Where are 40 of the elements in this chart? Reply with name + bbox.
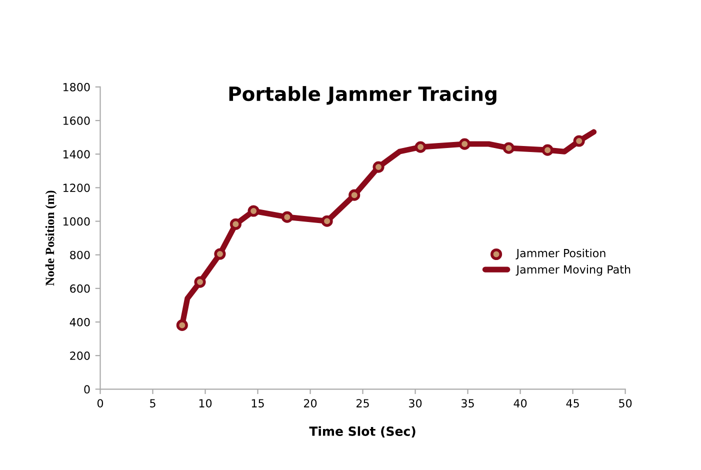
- x-tick-label: 5: [150, 399, 156, 408]
- x-tick-label: 45: [566, 399, 579, 408]
- y-tick-label: 1600: [63, 116, 90, 125]
- x-tick-label: 30: [409, 399, 422, 408]
- point: [458, 138, 470, 150]
- chart-title: Portable Jammer Tracing: [229, 86, 496, 106]
- point: [214, 248, 226, 260]
- point: [194, 276, 206, 288]
- point: [248, 205, 260, 217]
- x-tick-label: 15: [252, 399, 264, 408]
- y-tick-label: 1800: [63, 82, 90, 92]
- y-tick-label: 200: [70, 352, 90, 360]
- point: [414, 141, 426, 153]
- legend-label: Jammer Moving Path: [516, 265, 630, 276]
- x-tick-label: 50: [619, 399, 632, 408]
- y-tick-label: 0: [84, 385, 90, 394]
- point: [348, 189, 360, 201]
- x-tick-label: 25: [356, 399, 369, 408]
- x-tick-label: 10: [199, 399, 212, 408]
- x-axis-title: Time Slot (Sec): [309, 426, 416, 438]
- point: [176, 319, 188, 331]
- point: [573, 135, 585, 147]
- y-axis-title: Node Position (m): [45, 190, 57, 286]
- y-tick-label: 1400: [63, 150, 90, 158]
- x-tick-label: 0: [97, 399, 104, 408]
- point: [542, 144, 554, 156]
- point: [230, 218, 242, 230]
- y-tick-label: 600: [70, 284, 90, 293]
- point: [502, 142, 515, 154]
- point: [281, 211, 293, 223]
- y-tick-label: 800: [70, 250, 90, 260]
- y-tick-label: 1000: [63, 217, 90, 226]
- x-tick-label: 35: [462, 399, 474, 408]
- x-tick-label: 40: [514, 399, 527, 408]
- x-tick-label: 20: [304, 399, 317, 408]
- point: [321, 215, 333, 227]
- point: [372, 161, 384, 173]
- y-tick-label: 1200: [63, 184, 90, 192]
- legend-label: Jammer Position: [516, 248, 606, 260]
- y-tick-label: 400: [70, 318, 90, 326]
